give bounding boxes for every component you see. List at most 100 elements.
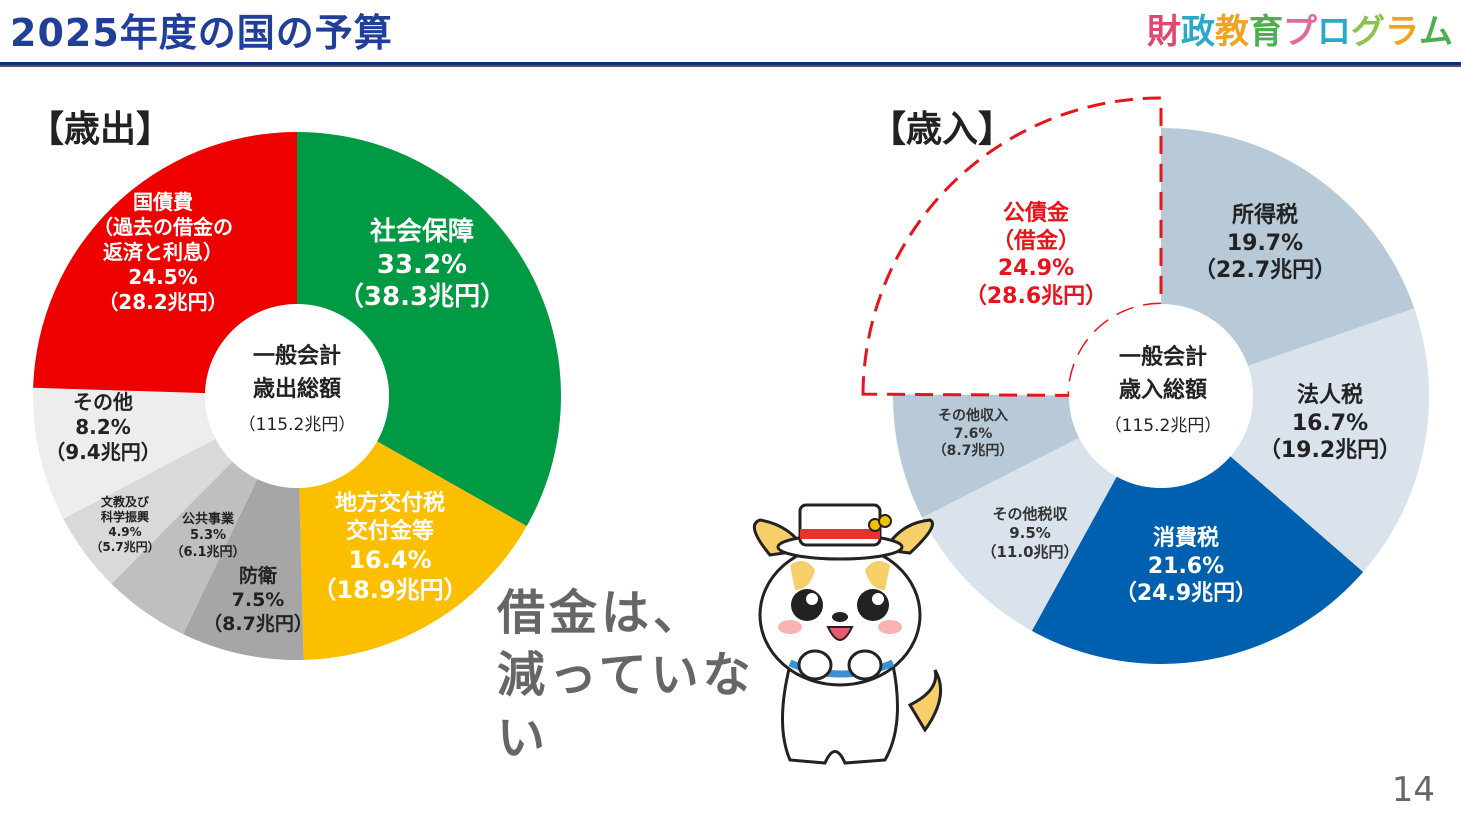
expenditure-label-education: 文教及び 科学振興 4.9% （5.7兆円） xyxy=(90,495,159,555)
expenditure-label-line: 地方交付税 xyxy=(334,491,445,516)
revenue-label-line: （19.2兆円） xyxy=(1258,438,1402,463)
expenditure-label-line: （28.2兆円） xyxy=(98,290,228,314)
expenditure-slice-education xyxy=(63,438,233,584)
expenditure-center-label: 一般会計 歳出総額 （115.2兆円） xyxy=(239,340,356,435)
expenditure-slice-public xyxy=(111,461,258,635)
expenditure-label-line: 防衛 xyxy=(238,565,278,587)
expenditure-label-social: 社会保障 33.2% （38.3兆円） xyxy=(338,216,506,314)
revenue-label-line: 16.7% xyxy=(1291,410,1369,436)
expenditure-label-line: 24.5% xyxy=(128,265,198,289)
expenditure-label-line: 16.4% xyxy=(348,546,432,574)
expenditure-label-line: 国債費 xyxy=(133,190,193,214)
revenue-label-line: （借金） xyxy=(991,228,1080,254)
brand-char: プ xyxy=(1283,12,1317,52)
revenue-slice-corporate xyxy=(1230,308,1429,572)
expenditure-slice-defense xyxy=(183,478,304,660)
header-divider xyxy=(0,62,1461,67)
revenue-label-line: （11.0兆円） xyxy=(981,542,1079,561)
revenue-title: 【歳入】 xyxy=(870,109,1015,150)
revenue-center-line1: 一般会計 xyxy=(1118,345,1208,370)
brand-char: ロ xyxy=(1317,12,1351,52)
expenditure-label-line: 返済と利息） xyxy=(103,240,223,264)
page-title: 2025年度の国の予算 xyxy=(10,11,393,55)
expenditure-label-local: 地方交付税 交付金等 16.4% （18.9兆円） xyxy=(312,490,467,605)
revenue-label-line: 19.7% xyxy=(1226,230,1304,256)
brand-logo: 財政教育プログラム xyxy=(1147,4,1453,53)
expenditure-label-line: 科学振興 xyxy=(100,510,150,524)
expenditure-label-other: その他 8.2% （9.4兆円） xyxy=(45,390,160,465)
revenue-slice-othertax xyxy=(922,437,1117,631)
expenditure-center-line2: 歳出総額 xyxy=(252,377,342,402)
expenditure-label-line: （過去の借金の xyxy=(93,215,233,239)
brand-char: グ xyxy=(1351,12,1385,52)
brand-char: ム xyxy=(1419,12,1453,52)
expenditure-slice-debt xyxy=(33,132,297,394)
brand-char: ラ xyxy=(1385,12,1419,52)
slogan-line-3: い xyxy=(497,709,550,766)
dog-mascot-illustration xyxy=(752,503,943,765)
expenditure-slice-other xyxy=(33,387,216,519)
revenue-label-line: 所得税 xyxy=(1231,203,1298,228)
revenue-label-line: 7.6% xyxy=(953,425,993,442)
page-number: 14 xyxy=(1391,770,1435,810)
revenue-label-line: （24.9兆円） xyxy=(1114,581,1258,606)
revenue-label-line: その他収入 xyxy=(938,408,1008,424)
revenue-label-otherincome: その他収入 7.6% （8.7兆円） xyxy=(933,408,1014,461)
revenue-donut-hole xyxy=(1069,304,1253,488)
revenue-slice-income xyxy=(1161,128,1415,366)
revenue-label-income: 所得税 19.7% （22.7兆円） xyxy=(1194,202,1336,285)
expenditure-label-public: 公共事業 5.3% （6.1兆円） xyxy=(170,512,245,561)
revenue-label-consumption: 消費税 21.6% （24.9兆円） xyxy=(1115,525,1257,608)
revenue-center-label: 一般会計 歳入総額 （115.2兆円） xyxy=(1105,341,1222,436)
expenditure-label-line: その他 xyxy=(73,390,133,414)
expenditure-center-line1: 一般会計 xyxy=(252,344,342,369)
brand-char: 財 xyxy=(1147,12,1181,52)
expenditure-donut-hole xyxy=(205,304,389,488)
expenditure-slice-local xyxy=(299,441,527,660)
expenditure-label-line: （38.3兆円） xyxy=(337,282,507,312)
revenue-label-line: その他税収 xyxy=(992,505,1068,523)
expenditure-label-line: 7.5% xyxy=(231,588,285,611)
expenditure-label-line: 文教及び xyxy=(100,495,150,509)
expenditure-title: 【歳出】 xyxy=(28,109,173,150)
revenue-center-total: （115.2兆円） xyxy=(1104,416,1222,436)
revenue-slice-bonds xyxy=(893,128,1161,396)
expenditure-label-line: （6.1兆円） xyxy=(170,544,246,560)
revenue-label-line: 消費税 xyxy=(1152,526,1219,551)
brand-char: 育 xyxy=(1249,12,1283,52)
revenue-label-line: （8.7兆円） xyxy=(932,443,1014,459)
revenue-label-line: （22.7兆円） xyxy=(1193,258,1337,283)
expenditure-label-line: （9.4兆円） xyxy=(45,440,161,464)
expenditure-label-line: 4.9% xyxy=(108,525,142,539)
revenue-label-line: 21.6% xyxy=(1147,553,1225,579)
expenditure-label-line: 交付金等 xyxy=(345,518,434,544)
expenditure-slice-social xyxy=(297,132,562,527)
slogan-line-1: 借金は、 xyxy=(497,585,706,641)
slogan-text: 借金は、 減っていな い xyxy=(497,582,755,769)
revenue-slice-otherincome xyxy=(893,394,1080,518)
revenue-label-line: （28.6兆円） xyxy=(964,283,1108,309)
revenue-label-line: 法人税 xyxy=(1296,383,1363,408)
revenue-label-line: 9.5% xyxy=(1009,523,1051,542)
brand-char: 政 xyxy=(1181,12,1215,52)
expenditure-label-line: 公共事業 xyxy=(181,512,234,527)
brand-char: 教 xyxy=(1215,12,1249,52)
expenditure-label-line: 8.2% xyxy=(75,415,131,439)
expenditure-label-defense: 防衛 7.5% （8.7兆円） xyxy=(203,565,313,636)
expenditure-label-line: （5.7兆円） xyxy=(90,540,160,554)
revenue-center-line2: 歳入総額 xyxy=(1118,378,1208,403)
revenue-slice-consumption xyxy=(1031,456,1364,665)
revenue-label-bonds: 公債金 （借金） 24.9% （28.6兆円） xyxy=(965,200,1107,310)
revenue-label-line: 公債金 xyxy=(1002,201,1069,226)
expenditure-label-line: 社会保障 xyxy=(369,217,474,247)
expenditure-label-line: （8.7兆円） xyxy=(203,612,313,635)
expenditure-label-line: 5.3% xyxy=(189,528,227,544)
revenue-label-corporate: 法人税 16.7% （19.2兆円） xyxy=(1259,382,1401,465)
slogan-line-2: 減っていな xyxy=(497,647,755,704)
expenditure-label-line: 33.2% xyxy=(376,249,468,280)
expenditure-label-debt: 国債費 （過去の借金の 返済と利息） 24.5% （28.2兆円） xyxy=(93,190,233,315)
expenditure-label-line: （18.9兆円） xyxy=(312,576,468,604)
revenue-label-othertax: その他税収 9.5% （11.0兆円） xyxy=(981,505,1078,561)
revenue-label-line: 24.9% xyxy=(997,256,1075,281)
